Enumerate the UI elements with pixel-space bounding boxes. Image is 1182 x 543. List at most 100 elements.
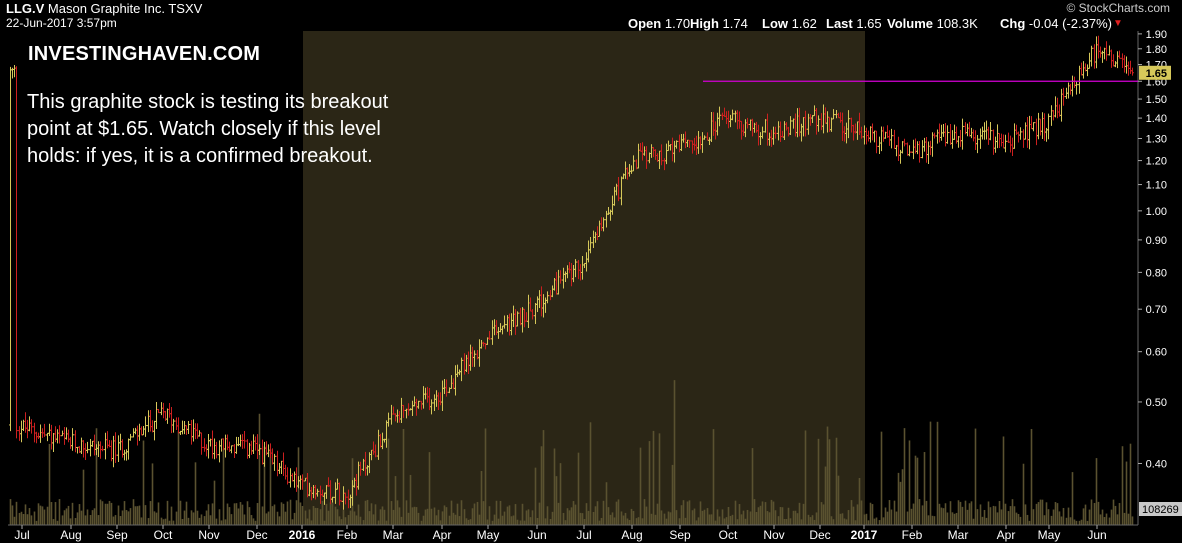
volume-bar xyxy=(252,518,255,525)
volume-bar xyxy=(56,520,59,525)
y-tick-label: 1.30 xyxy=(1146,134,1167,146)
volume-bar xyxy=(104,503,107,525)
x-tick-label: Feb xyxy=(902,528,923,542)
chart-datetime: 22-Jun-2017 3:57pm xyxy=(6,16,117,30)
x-tick-label: 2017 xyxy=(851,528,878,542)
volume-bar xyxy=(463,509,466,525)
volume-bar xyxy=(13,516,16,525)
x-tick-label: Apr xyxy=(997,528,1016,542)
volume-bar xyxy=(1030,429,1033,525)
stat-value: 1.70 xyxy=(664,16,691,31)
volume-bar xyxy=(577,452,580,525)
volume-bar xyxy=(301,505,304,525)
volume-bar xyxy=(316,508,319,525)
volume-bar xyxy=(1088,509,1091,525)
volume-bar xyxy=(998,501,1001,525)
volume-bar xyxy=(931,515,934,525)
volume-bar xyxy=(695,520,698,525)
volume-bar xyxy=(338,516,341,525)
volume-bar xyxy=(942,508,945,525)
volume-bar xyxy=(617,499,620,525)
volume-bar xyxy=(766,511,769,525)
x-tick-label: Aug xyxy=(621,528,642,542)
volume-bar xyxy=(35,520,38,525)
volume-bar xyxy=(820,502,823,525)
volume-bar xyxy=(929,421,932,525)
volume-bar xyxy=(142,440,145,525)
volume-bar xyxy=(1026,514,1029,525)
volume-bar xyxy=(673,380,676,525)
volume-bar xyxy=(1045,502,1048,525)
volume-bar xyxy=(48,443,51,525)
volume-bar xyxy=(1084,504,1087,525)
volume-bar xyxy=(570,507,573,525)
volume-bar xyxy=(374,504,377,525)
volume-bar xyxy=(405,500,408,525)
volume-bar xyxy=(82,469,85,525)
volume-bar xyxy=(985,517,988,525)
volume-bar xyxy=(903,428,906,525)
volume-bar xyxy=(557,502,560,525)
volume-bar xyxy=(809,517,812,525)
volume-bar xyxy=(39,505,42,525)
volume-bar xyxy=(1009,506,1012,525)
volume-bar xyxy=(1065,517,1068,525)
volume-bar xyxy=(964,500,967,525)
volume-bar xyxy=(172,520,175,525)
volume-bar xyxy=(207,504,210,525)
stat-open: Open 1.70 xyxy=(628,16,690,31)
volume-bar xyxy=(1011,499,1014,525)
volume-bar xyxy=(383,509,386,525)
volume-bar xyxy=(220,520,223,525)
volume-bar xyxy=(54,502,57,525)
volume-bar xyxy=(187,517,190,525)
volume-bar xyxy=(9,499,12,525)
volume-bar xyxy=(213,480,216,525)
volume-bar xyxy=(718,516,721,525)
volume-bar xyxy=(228,507,231,525)
volume-bar xyxy=(549,518,552,525)
volume-bar xyxy=(286,501,289,525)
volume-bar xyxy=(688,500,691,525)
volume-bar xyxy=(280,502,283,525)
volume-bar xyxy=(794,510,797,525)
volume-bar xyxy=(615,501,618,525)
volume-bar xyxy=(452,512,455,525)
volume-bar xyxy=(336,509,339,525)
volume-bar xyxy=(587,510,590,525)
volume-bar xyxy=(248,507,251,525)
down-arrow-icon: ▼ xyxy=(1113,18,1123,29)
volume-bar xyxy=(250,515,253,525)
volume-bar xyxy=(1035,503,1038,525)
volume-bar xyxy=(933,516,936,525)
volume-bar xyxy=(1121,446,1124,525)
volume-bar xyxy=(439,520,442,525)
volume-bar xyxy=(30,515,33,525)
volume-bar xyxy=(319,509,322,525)
volume-bar xyxy=(108,500,111,525)
volume-bar xyxy=(284,511,287,525)
volume-bar xyxy=(422,515,425,525)
volume-bar xyxy=(33,511,36,525)
volume-bar xyxy=(966,509,969,525)
volume-bar xyxy=(138,505,141,525)
volume-bar xyxy=(854,520,857,525)
volume-bar xyxy=(551,511,554,525)
volume-bar xyxy=(581,513,584,525)
volume-bar xyxy=(777,516,780,525)
volume-bar xyxy=(304,510,307,525)
volume-bar xyxy=(850,500,853,525)
volume-bar xyxy=(802,503,805,525)
stat-key: Last xyxy=(826,16,857,31)
volume-bar xyxy=(701,510,704,525)
volume-bar xyxy=(1052,509,1055,525)
volume-bar xyxy=(867,520,870,525)
stat-key: Volume xyxy=(887,16,937,31)
volume-bar xyxy=(428,452,431,525)
stat-value: -0.04 (-2.37%) xyxy=(1028,16,1112,31)
volume-bar xyxy=(815,512,818,525)
volume-bar xyxy=(396,500,399,525)
volume-bar xyxy=(209,515,212,525)
volume-bar xyxy=(295,500,298,525)
volume-bar xyxy=(501,515,504,525)
